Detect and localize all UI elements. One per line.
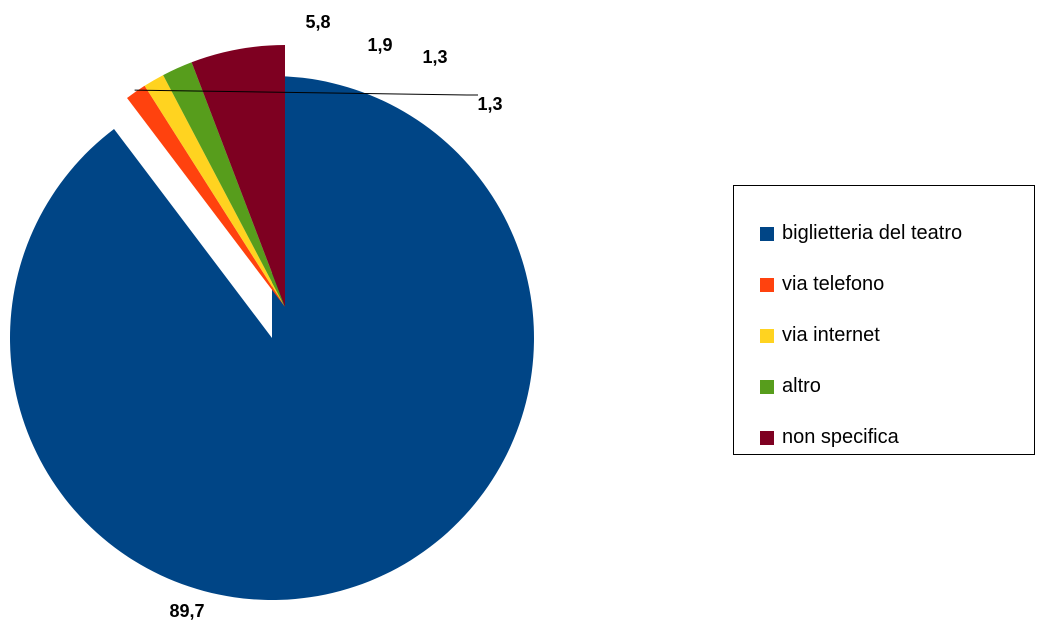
data-label-biglietteria: 89,7 [169, 601, 204, 621]
legend-swatch-biglietteria [760, 226, 774, 241]
legend-label-non-specifica: non specifica [782, 426, 899, 448]
legend-label-altro: altro [782, 375, 821, 397]
pie-slice-non-specifica [191, 45, 285, 307]
pie-chart: 89,7 1,3 1,3 1,9 5,8 [10, 12, 535, 621]
pie-slice-telefono [127, 85, 285, 307]
legend-swatch-telefono [760, 277, 774, 292]
legend-item-telefono: via telefono [760, 259, 1034, 310]
data-label-telefono: 1,3 [477, 94, 502, 114]
data-label-altro: 1,9 [367, 35, 392, 55]
legend-item-biglietteria: biglietteria del teatro [760, 208, 1034, 259]
legend-swatch-internet [760, 328, 774, 343]
pie-slice-internet [144, 75, 285, 307]
legend-item-altro: altro [760, 361, 1034, 412]
legend-item-internet: via internet [760, 310, 1034, 361]
data-label-non-specifica: 5,8 [305, 12, 330, 32]
legend-swatch-non-specifica [760, 430, 774, 445]
legend-label-telefono: via telefono [782, 273, 885, 295]
legend-swatch-altro [760, 379, 774, 394]
pie-slice-altro [163, 62, 285, 308]
leader-line-telefono [134, 89, 478, 96]
legend-item-non-specifica: non specifica [760, 412, 1034, 463]
pie-slice-biglietteria [10, 76, 535, 600]
legend-label-internet: via internet [782, 324, 880, 346]
legend-label-biglietteria: biglietteria del teatro [782, 222, 963, 244]
data-label-internet: 1,3 [422, 47, 447, 67]
chart-legend: biglietteria del teatro via telefono via… [733, 185, 1035, 455]
